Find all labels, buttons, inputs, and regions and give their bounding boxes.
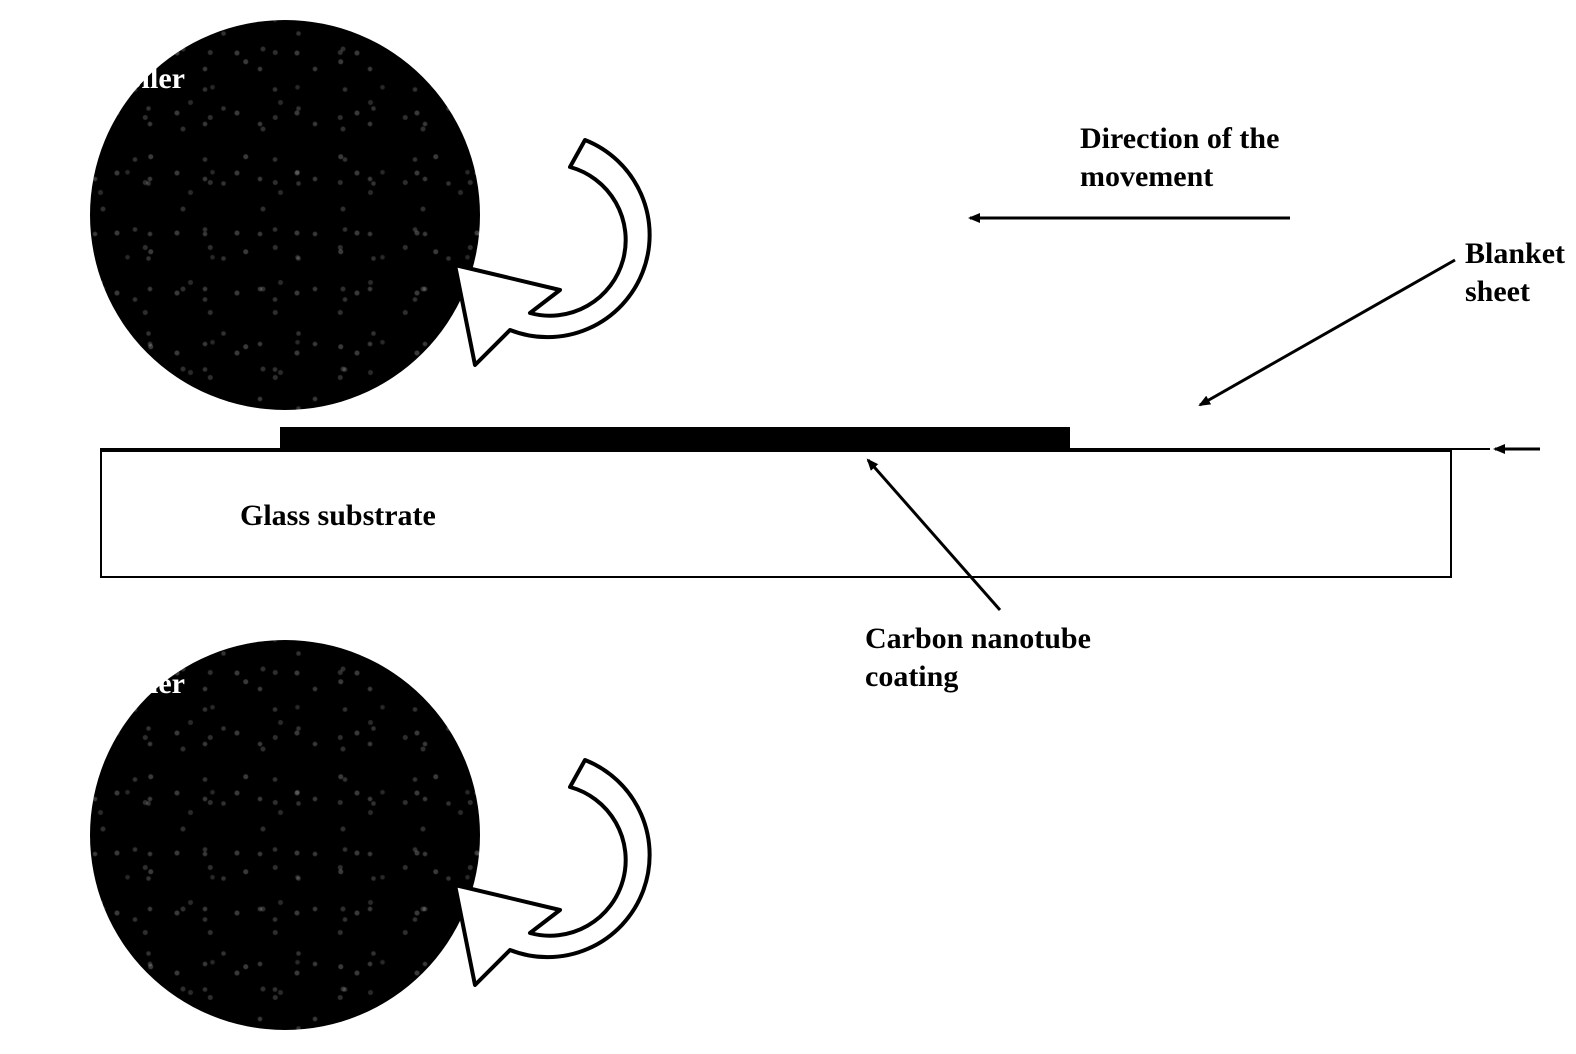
- label-cnt-coating: Carbon nanotube coating: [865, 620, 1091, 695]
- arrow-blanket-pointer: [1200, 260, 1455, 405]
- cnt-coating: [280, 427, 1070, 450]
- label-roller-bottom: Roller: [105, 665, 185, 703]
- label-direction: Direction of the movement: [1080, 120, 1279, 195]
- label-roller-top: Roller: [105, 60, 185, 98]
- rotation-arrow-bottom: [455, 760, 650, 985]
- diagram-stage: Roller Roller Direction of the movement …: [0, 0, 1576, 1054]
- label-blanket: Blanket sheet: [1465, 235, 1565, 310]
- rotation-arrow-top: [455, 140, 650, 365]
- label-glass-substrate: Glass substrate: [240, 497, 436, 535]
